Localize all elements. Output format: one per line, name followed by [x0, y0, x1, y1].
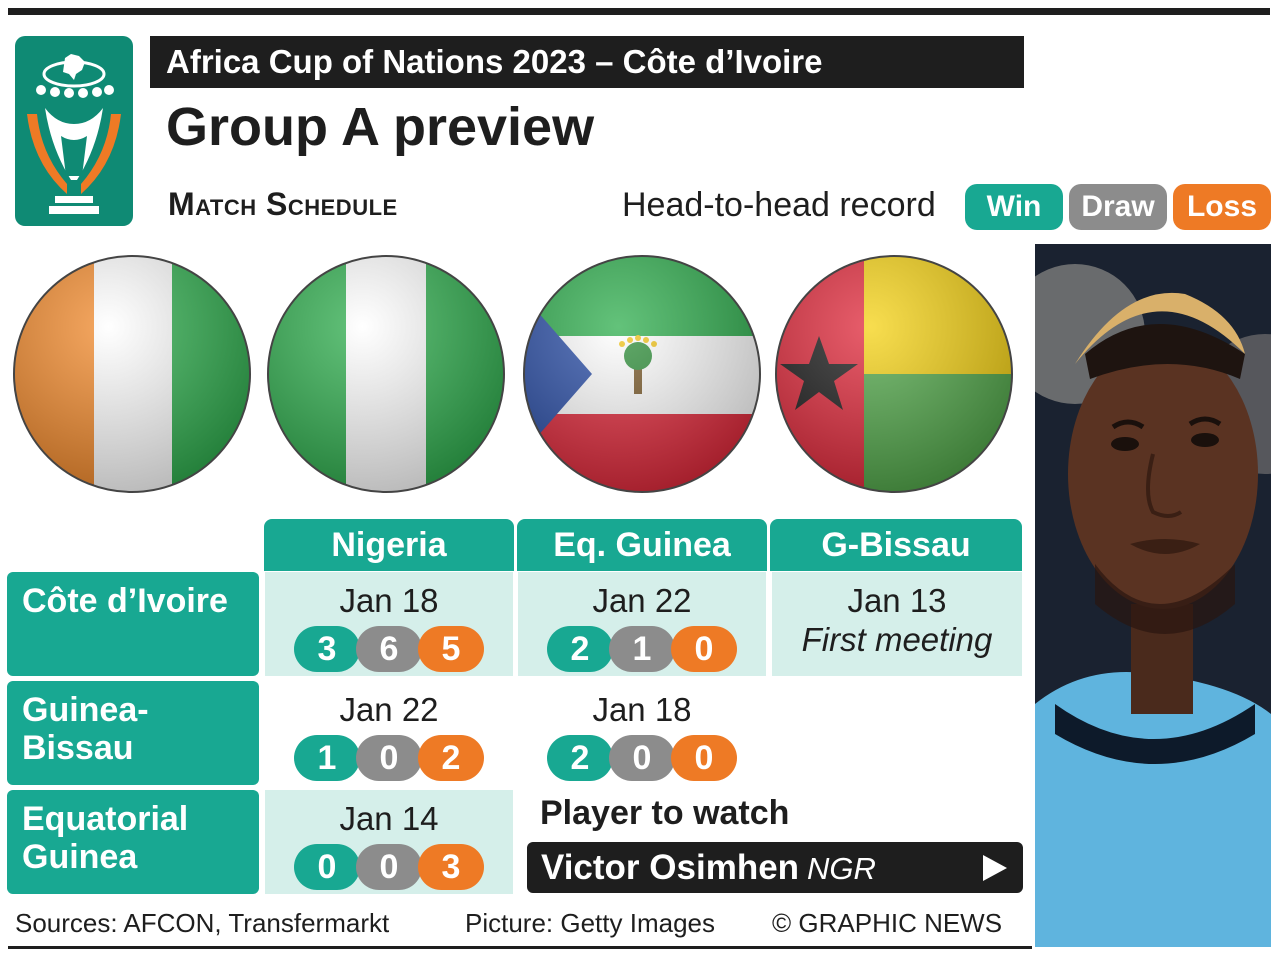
row-header-equatorial-guinea: Equatorial Guinea — [7, 790, 259, 894]
h2h-wins: 3 — [294, 626, 360, 672]
match-cell-eqg-nga: Jan 14 0 0 3 — [265, 790, 513, 894]
h2h-wins: 2 — [547, 626, 613, 672]
sources-credit: Sources: AFCON, Transfermarkt — [15, 908, 390, 938]
play-arrow-icon — [983, 855, 1007, 881]
h2h-draws: 0 — [356, 844, 422, 890]
h2h-losses: 0 — [671, 735, 737, 781]
first-meeting-note: First meeting — [801, 621, 993, 658]
top-rule — [8, 8, 1270, 15]
h2h-record: 0 0 3 — [265, 844, 513, 890]
row-header-cote-divoire: Côte d’Ivoire — [7, 572, 259, 676]
match-date: Jan 22 — [339, 691, 439, 728]
match-cell-civ-gnb: Jan 13 First meeting — [772, 572, 1022, 676]
h2h-record: 2 1 0 — [518, 626, 766, 672]
page-title: Group A preview — [166, 97, 595, 157]
h2h-wins: 1 — [294, 735, 360, 781]
column-header-eq-guinea: Eq. Guinea — [517, 519, 767, 571]
h2h-losses: 5 — [418, 626, 484, 672]
column-header-nigeria: Nigeria — [264, 519, 514, 571]
guinea-bissau-flag-icon — [775, 255, 1013, 493]
cote-divoire-flag-icon — [13, 255, 251, 493]
h2h-losses: 0 — [671, 626, 737, 672]
h2h-draws: 0 — [609, 735, 675, 781]
match-date: Jan 18 — [339, 582, 439, 619]
h2h-draws: 1 — [609, 626, 675, 672]
match-date: Jan 22 — [592, 582, 692, 619]
legend-draw: Draw — [1069, 184, 1167, 230]
match-date: Jan 14 — [339, 800, 439, 837]
h2h-losses: 2 — [418, 735, 484, 781]
row-header-line: Guinea — [22, 838, 138, 876]
legend-loss: Loss — [1173, 184, 1271, 230]
section-heading: Match Schedule — [168, 186, 398, 222]
h2h-wins: 2 — [547, 735, 613, 781]
match-cell-civ-eqg: Jan 22 2 1 0 — [518, 572, 766, 676]
h2h-draws: 0 — [356, 735, 422, 781]
match-cell-gnb-nga: Jan 22 1 0 2 — [265, 681, 513, 785]
legend-label: Head-to-head record — [622, 186, 936, 224]
legend-win: Win — [965, 184, 1063, 230]
player-banner[interactable]: Victor Osimhen NGR — [527, 842, 1023, 893]
row-header-line: Côte d’Ivoire — [22, 582, 228, 620]
row-header-line: Bissau — [22, 729, 134, 767]
player-photo — [1035, 244, 1271, 947]
h2h-record: 2 0 0 — [518, 735, 766, 781]
h2h-record: 1 0 2 — [265, 735, 513, 781]
h2h-draws: 6 — [356, 626, 422, 672]
match-date: Jan 18 — [592, 691, 692, 728]
player-name: Victor Osimhen — [541, 848, 800, 887]
column-header-g-bissau: G-Bissau — [770, 519, 1022, 571]
match-cell-gnb-eqg: Jan 18 2 0 0 — [518, 681, 766, 785]
nigeria-flag-icon — [267, 255, 505, 493]
h2h-losses: 3 — [418, 844, 484, 890]
match-date: Jan 13 — [847, 582, 947, 619]
supertitle-banner: Africa Cup of Nations 2023 – Côte d’Ivoi… — [150, 36, 1024, 88]
equatorial-guinea-flag-icon — [523, 255, 761, 493]
match-cell-civ-nga: Jan 18 3 6 5 — [265, 572, 513, 676]
player-nation: NGR — [807, 851, 876, 886]
picture-credit: Picture: Getty Images — [465, 908, 715, 938]
row-header-line: Guinea- — [22, 691, 149, 729]
afcon-trophy-logo — [15, 36, 133, 226]
row-header-guinea-bissau: Guinea- Bissau — [7, 681, 259, 785]
h2h-record: 3 6 5 — [265, 626, 513, 672]
player-to-watch-heading: Player to watch — [540, 794, 790, 832]
h2h-wins: 0 — [294, 844, 360, 890]
copyright-credit: © GRAPHIC NEWS — [772, 908, 1003, 938]
bottom-rule — [8, 946, 1032, 949]
row-header-line: Equatorial — [22, 800, 189, 838]
